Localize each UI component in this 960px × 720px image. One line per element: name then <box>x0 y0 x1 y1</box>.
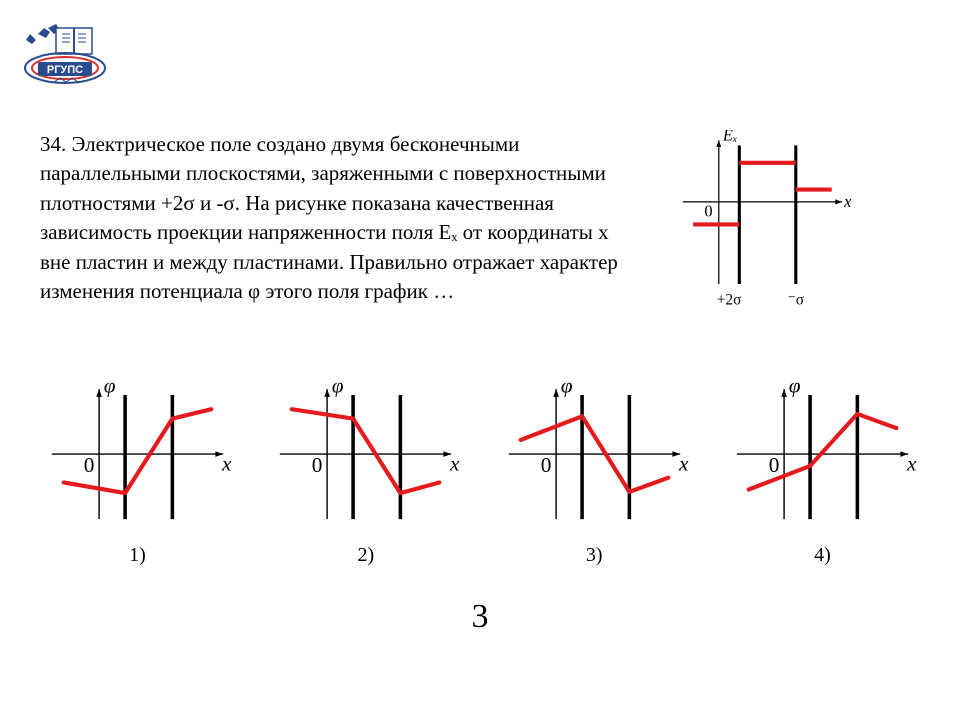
svg-text:+2σ: +2σ <box>717 292 742 309</box>
svg-text:φ: φ <box>332 380 344 398</box>
svg-text:0: 0 <box>769 453 780 477</box>
book-icon <box>56 28 92 54</box>
answer-value: 3 <box>0 598 960 636</box>
svg-text:0: 0 <box>312 453 323 477</box>
option-label: 4) <box>814 544 831 567</box>
option-1: φ x 0 1) <box>40 380 235 567</box>
university-logo: РГУПС <box>20 20 110 100</box>
option-4: φ x 0 4) <box>725 380 920 567</box>
svg-text:φ: φ <box>789 380 801 398</box>
svg-text:φ: φ <box>560 380 572 398</box>
svg-text:Eₓ: Eₓ <box>722 130 738 144</box>
problem-text: 34. Электрическое поле создано двумя бес… <box>40 130 640 306</box>
svg-text:x: x <box>906 452 917 476</box>
logo-text: РГУПС <box>47 64 83 76</box>
svg-text:x: x <box>221 452 232 476</box>
option-label: 2) <box>357 544 374 567</box>
svg-text:⁻σ: ⁻σ <box>788 292 805 309</box>
svg-text:φ: φ <box>104 380 116 398</box>
gear-icon <box>26 24 60 44</box>
svg-text:x: x <box>843 192 852 211</box>
options-row: φ x 0 1) φ x 0 2) φ x 0 3) φ x 0 4) <box>40 380 920 567</box>
option-label: 3) <box>586 544 603 567</box>
svg-text:x: x <box>449 452 460 476</box>
svg-text:0: 0 <box>540 453 551 477</box>
svg-text:0: 0 <box>84 453 95 477</box>
ex-diagram: Eₓ x 0 +2σ ⁻σ <box>660 130 870 320</box>
option-2: φ x 0 2) <box>268 380 463 567</box>
option-3: φ x 0 3) <box>497 380 692 567</box>
svg-text:x: x <box>678 452 689 476</box>
option-label: 1) <box>129 544 146 567</box>
svg-text:0: 0 <box>704 201 712 220</box>
